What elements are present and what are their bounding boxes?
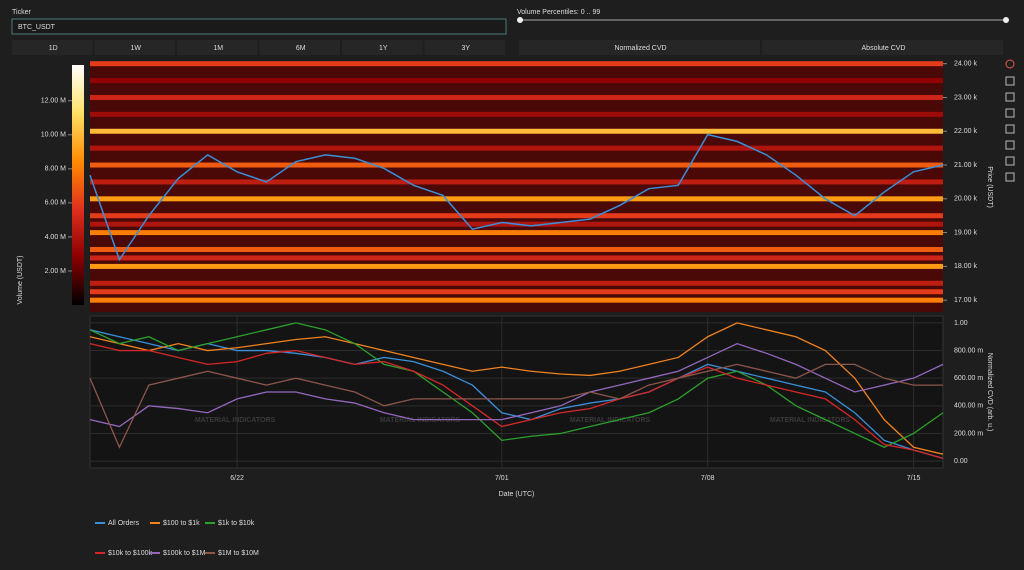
range-button[interactable] — [259, 40, 341, 55]
heatmap-band — [90, 230, 943, 236]
slider-label: Volume Percentiles: 0 .. 99 — [517, 9, 600, 16]
range-button[interactable] — [342, 40, 423, 55]
tool-icon[interactable] — [1005, 172, 1015, 182]
heatmap-band — [90, 289, 943, 295]
x-tick-label: 6/22 — [230, 475, 244, 482]
watermark: MATERIAL INDICATORS — [380, 417, 461, 424]
heatmap-band — [90, 280, 943, 286]
heatmap-band — [90, 145, 943, 151]
x-tick-label: 7/08 — [701, 475, 715, 482]
cvd-line — [89, 322, 944, 455]
heatmap-band — [90, 263, 943, 269]
y-tick-label: 18.00 k — [954, 263, 977, 270]
ticker-label: Ticker — [12, 9, 31, 16]
watermark: MATERIAL INDICATORS — [570, 417, 651, 424]
cvd-line — [89, 322, 944, 448]
legend-label: All Orders — [108, 520, 140, 527]
legend-label: $100k to $1M — [163, 550, 206, 557]
y-tick-label: 17.00 k — [954, 297, 977, 304]
heatmap-band — [90, 162, 943, 168]
y-tick-label: 600.00 m — [954, 375, 983, 382]
cvd-line — [89, 343, 944, 459]
colorbar — [72, 65, 84, 305]
y-tick-label: 200.00 m — [954, 430, 983, 437]
heatmap-background — [90, 62, 943, 312]
range-button-label: 3Y — [461, 45, 470, 52]
y-tick-label: 800.00 m — [954, 347, 983, 354]
range-button-label: 1W — [131, 45, 142, 52]
y-tick-label: 1.00 — [954, 320, 968, 327]
legend-label: $1k to $10k — [218, 520, 255, 527]
colorbar-tick-label: 10.00 M — [41, 132, 66, 139]
watermark: MATERIAL INDICATORS — [195, 417, 276, 424]
range-button-label: 1D — [49, 45, 58, 52]
range-button[interactable] — [12, 40, 93, 55]
colorbar-tick-label: 2.00 M — [45, 268, 67, 275]
colorbar-tick-label: 4.00 M — [45, 234, 67, 241]
tool-icon[interactable] — [1005, 140, 1015, 150]
ticker-value: BTC_USDT — [18, 24, 56, 31]
tool-icon[interactable] — [1005, 156, 1015, 166]
cvd-line — [89, 363, 943, 449]
range-button-label: 6M — [296, 45, 306, 52]
price-line — [89, 133, 944, 262]
tool-icon[interactable] — [1005, 76, 1015, 86]
y-tick-label: 0.00 — [954, 458, 968, 465]
tool-icon[interactable] — [1005, 92, 1015, 102]
y-tick-label: 24.00 k — [954, 61, 977, 68]
heatmap-band — [90, 78, 943, 84]
y-axis-label: Price (USDT) — [986, 166, 993, 208]
ticker-input[interactable] — [11, 18, 507, 35]
colorbar-tick-label: 8.00 M — [45, 166, 67, 173]
slider-handle[interactable] — [1003, 17, 1009, 23]
cvd-line — [89, 342, 944, 428]
y-tick-label: 21.00 k — [954, 162, 977, 169]
toolbar — [1005, 59, 1015, 182]
heatmap-band — [90, 94, 943, 100]
colorbar-tick-label: 12.00 M — [41, 98, 66, 105]
y-tick-label: 19.00 k — [954, 229, 977, 236]
range-button-label: 1M — [213, 45, 223, 52]
x-axis-label: Date (UTC) — [499, 491, 535, 498]
heatmap-band — [90, 247, 943, 252]
heatmap-band — [90, 61, 943, 67]
legend-label: $10k to $100k — [108, 550, 152, 557]
legend-label: $1M to $10M — [218, 550, 259, 557]
colorbar-tick-label: 6.00 M — [45, 200, 67, 207]
cvd-button-label: Absolute CVD — [862, 45, 906, 52]
y-tick-label: 400.00 m — [954, 403, 983, 410]
range-button[interactable] — [94, 40, 176, 55]
y-tick-label: 22.00 k — [954, 128, 977, 135]
cvd-button[interactable] — [762, 40, 1003, 55]
y-tick-label: 23.00 k — [954, 94, 977, 101]
range-button[interactable] — [177, 40, 258, 55]
heatmap-band — [90, 297, 943, 303]
logo — [1005, 59, 1015, 69]
heatmap-band — [90, 255, 943, 261]
y-axis-label: Normalized CVD (arb. u.) — [986, 353, 993, 432]
heatmap-band — [90, 213, 943, 219]
tool-icon[interactable] — [1005, 124, 1015, 134]
cvd-button-label: Normalized CVD — [614, 45, 666, 52]
x-tick-label: 7/01 — [495, 475, 509, 482]
range-button[interactable] — [424, 40, 506, 55]
heatmap-band — [90, 128, 943, 134]
colorbar-label: Volume (USDT) — [17, 255, 24, 304]
heatmap-band — [90, 179, 943, 185]
slider-handle[interactable] — [517, 17, 523, 23]
heatmap-band — [90, 196, 943, 202]
plot-background — [89, 315, 944, 469]
x-tick-label: 7/15 — [907, 475, 921, 482]
y-tick-label: 20.00 k — [954, 196, 977, 203]
range-button-label: 1Y — [379, 45, 388, 52]
legend-label: $100 to $1k — [163, 520, 200, 527]
cvd-button[interactable] — [519, 40, 760, 55]
watermark: MATERIAL INDICATORS — [770, 417, 851, 424]
heatmap-band — [90, 111, 943, 117]
tool-icon[interactable] — [1005, 108, 1015, 118]
